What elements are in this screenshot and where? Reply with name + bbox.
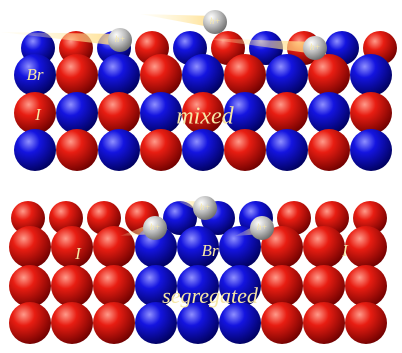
atom xyxy=(261,302,303,344)
atom xyxy=(350,54,392,96)
atom xyxy=(98,129,140,171)
hole-label: h+ xyxy=(310,42,321,52)
atom xyxy=(177,226,219,268)
atom xyxy=(224,129,266,171)
atom xyxy=(14,54,56,96)
element-label: Br xyxy=(202,241,219,260)
atom xyxy=(249,31,283,65)
atom xyxy=(51,265,93,307)
atom xyxy=(182,129,224,171)
atom xyxy=(182,92,224,134)
atom xyxy=(177,302,219,344)
hole-label: h+ xyxy=(150,222,161,232)
atom xyxy=(308,92,350,134)
atom xyxy=(219,265,261,307)
atom xyxy=(303,302,345,344)
element-label: Br xyxy=(27,65,44,84)
atom xyxy=(177,265,219,307)
atom xyxy=(303,265,345,307)
atom xyxy=(345,265,387,307)
hole-label: h+ xyxy=(257,222,268,232)
atom xyxy=(135,226,177,268)
atom xyxy=(140,54,182,96)
element-label: I xyxy=(341,241,349,260)
atom xyxy=(14,92,56,134)
atom xyxy=(93,302,135,344)
atom xyxy=(266,92,308,134)
atom xyxy=(98,54,140,96)
atom xyxy=(266,129,308,171)
atom xyxy=(266,54,308,96)
element-label: I xyxy=(34,105,42,124)
atom xyxy=(51,302,93,344)
atom xyxy=(51,226,93,268)
atom xyxy=(345,302,387,344)
atom xyxy=(56,129,98,171)
atom xyxy=(261,226,303,268)
hole-label: h+ xyxy=(115,34,126,44)
atom xyxy=(308,54,350,96)
hole-sphere xyxy=(203,10,227,34)
atom xyxy=(303,226,345,268)
beam xyxy=(0,32,120,46)
hole-sphere xyxy=(143,216,167,240)
atom xyxy=(261,265,303,307)
light-beams xyxy=(0,14,315,236)
atom xyxy=(93,265,135,307)
hole-label: h+ xyxy=(200,202,211,212)
element-label: I xyxy=(74,244,82,263)
atom xyxy=(140,129,182,171)
atom xyxy=(135,302,177,344)
labels: Br I mixed I Br I segregated xyxy=(27,65,350,308)
atom xyxy=(219,302,261,344)
atom xyxy=(56,92,98,134)
atom xyxy=(224,54,266,96)
hole-sphere xyxy=(108,28,132,52)
holes: h+ h+ h+ h+ h+ h+ xyxy=(108,10,327,240)
atom xyxy=(350,129,392,171)
hole-sphere xyxy=(250,216,274,240)
atom xyxy=(182,54,224,96)
atom xyxy=(163,201,197,235)
atom xyxy=(56,54,98,96)
atom xyxy=(9,226,51,268)
atom xyxy=(11,201,45,235)
atom xyxy=(93,226,135,268)
atom xyxy=(9,265,51,307)
atom xyxy=(9,302,51,344)
hole-label: h+ xyxy=(210,16,221,26)
beam xyxy=(200,38,315,54)
beam xyxy=(140,14,215,28)
atom xyxy=(224,92,266,134)
atom xyxy=(135,265,177,307)
atom xyxy=(140,92,182,134)
atom xyxy=(350,92,392,134)
atom xyxy=(219,226,261,268)
atom xyxy=(14,129,56,171)
atom xyxy=(345,226,387,268)
hole-sphere xyxy=(193,196,217,220)
atom xyxy=(308,129,350,171)
hole-sphere xyxy=(303,36,327,60)
atom xyxy=(98,92,140,134)
caption: segregated xyxy=(162,283,259,308)
caption: mixed xyxy=(176,104,234,130)
